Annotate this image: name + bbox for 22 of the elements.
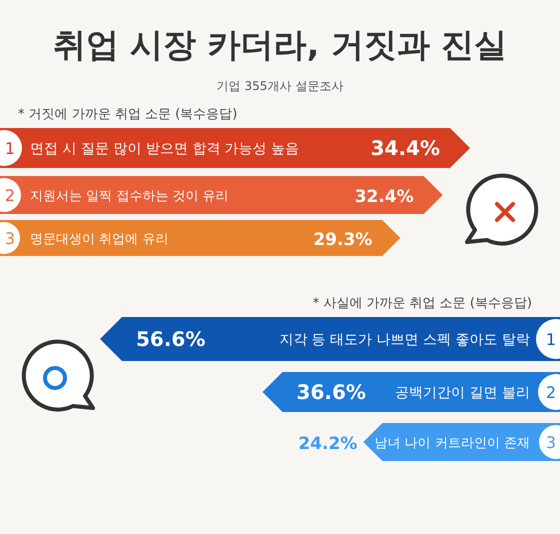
y-tick-label: 공백기간이 길면 불리	[395, 385, 530, 401]
y-tick-label: 지원서는 일찍 접수하는 것이 유리	[30, 189, 229, 204]
annotation: 3	[4, 229, 16, 248]
annotation: 1	[4, 139, 16, 158]
data-label: 56.6%	[136, 327, 206, 351]
chart-title: 취업 시장 카더라, 거짓과 진실	[52, 25, 508, 64]
y-tick-label: 명문대생이 취업에 유리	[30, 232, 168, 247]
data-label: 36.6%	[296, 380, 366, 404]
chart-subtitle: 기업 355개사 설문조사	[216, 79, 344, 93]
y-tick-label: 면접 시 질문 많이 받으면 합격 가능성 높음	[30, 141, 300, 157]
annotation: 2	[4, 186, 16, 205]
annotation: 3	[546, 433, 556, 452]
data-label: 24.2%	[298, 434, 358, 454]
data-label: 34.4%	[370, 136, 440, 160]
y-tick-label: 지각 등 태도가 나쁘면 스펙 좋아도 탈락	[279, 332, 530, 348]
x-axis-title: * 사실에 가까운 취업 소문 (복수응답)	[312, 296, 532, 311]
annotation: 1	[546, 330, 556, 349]
x-axis-title: * 거짓에 가까운 취업 소문 (복수응답)	[18, 107, 238, 122]
annotation: 2	[546, 383, 556, 402]
y-tick-label: 남녀 나이 커트라인이 존재	[374, 436, 530, 451]
data-label: 29.3%	[313, 230, 372, 250]
data-label: 32.4%	[354, 187, 414, 207]
